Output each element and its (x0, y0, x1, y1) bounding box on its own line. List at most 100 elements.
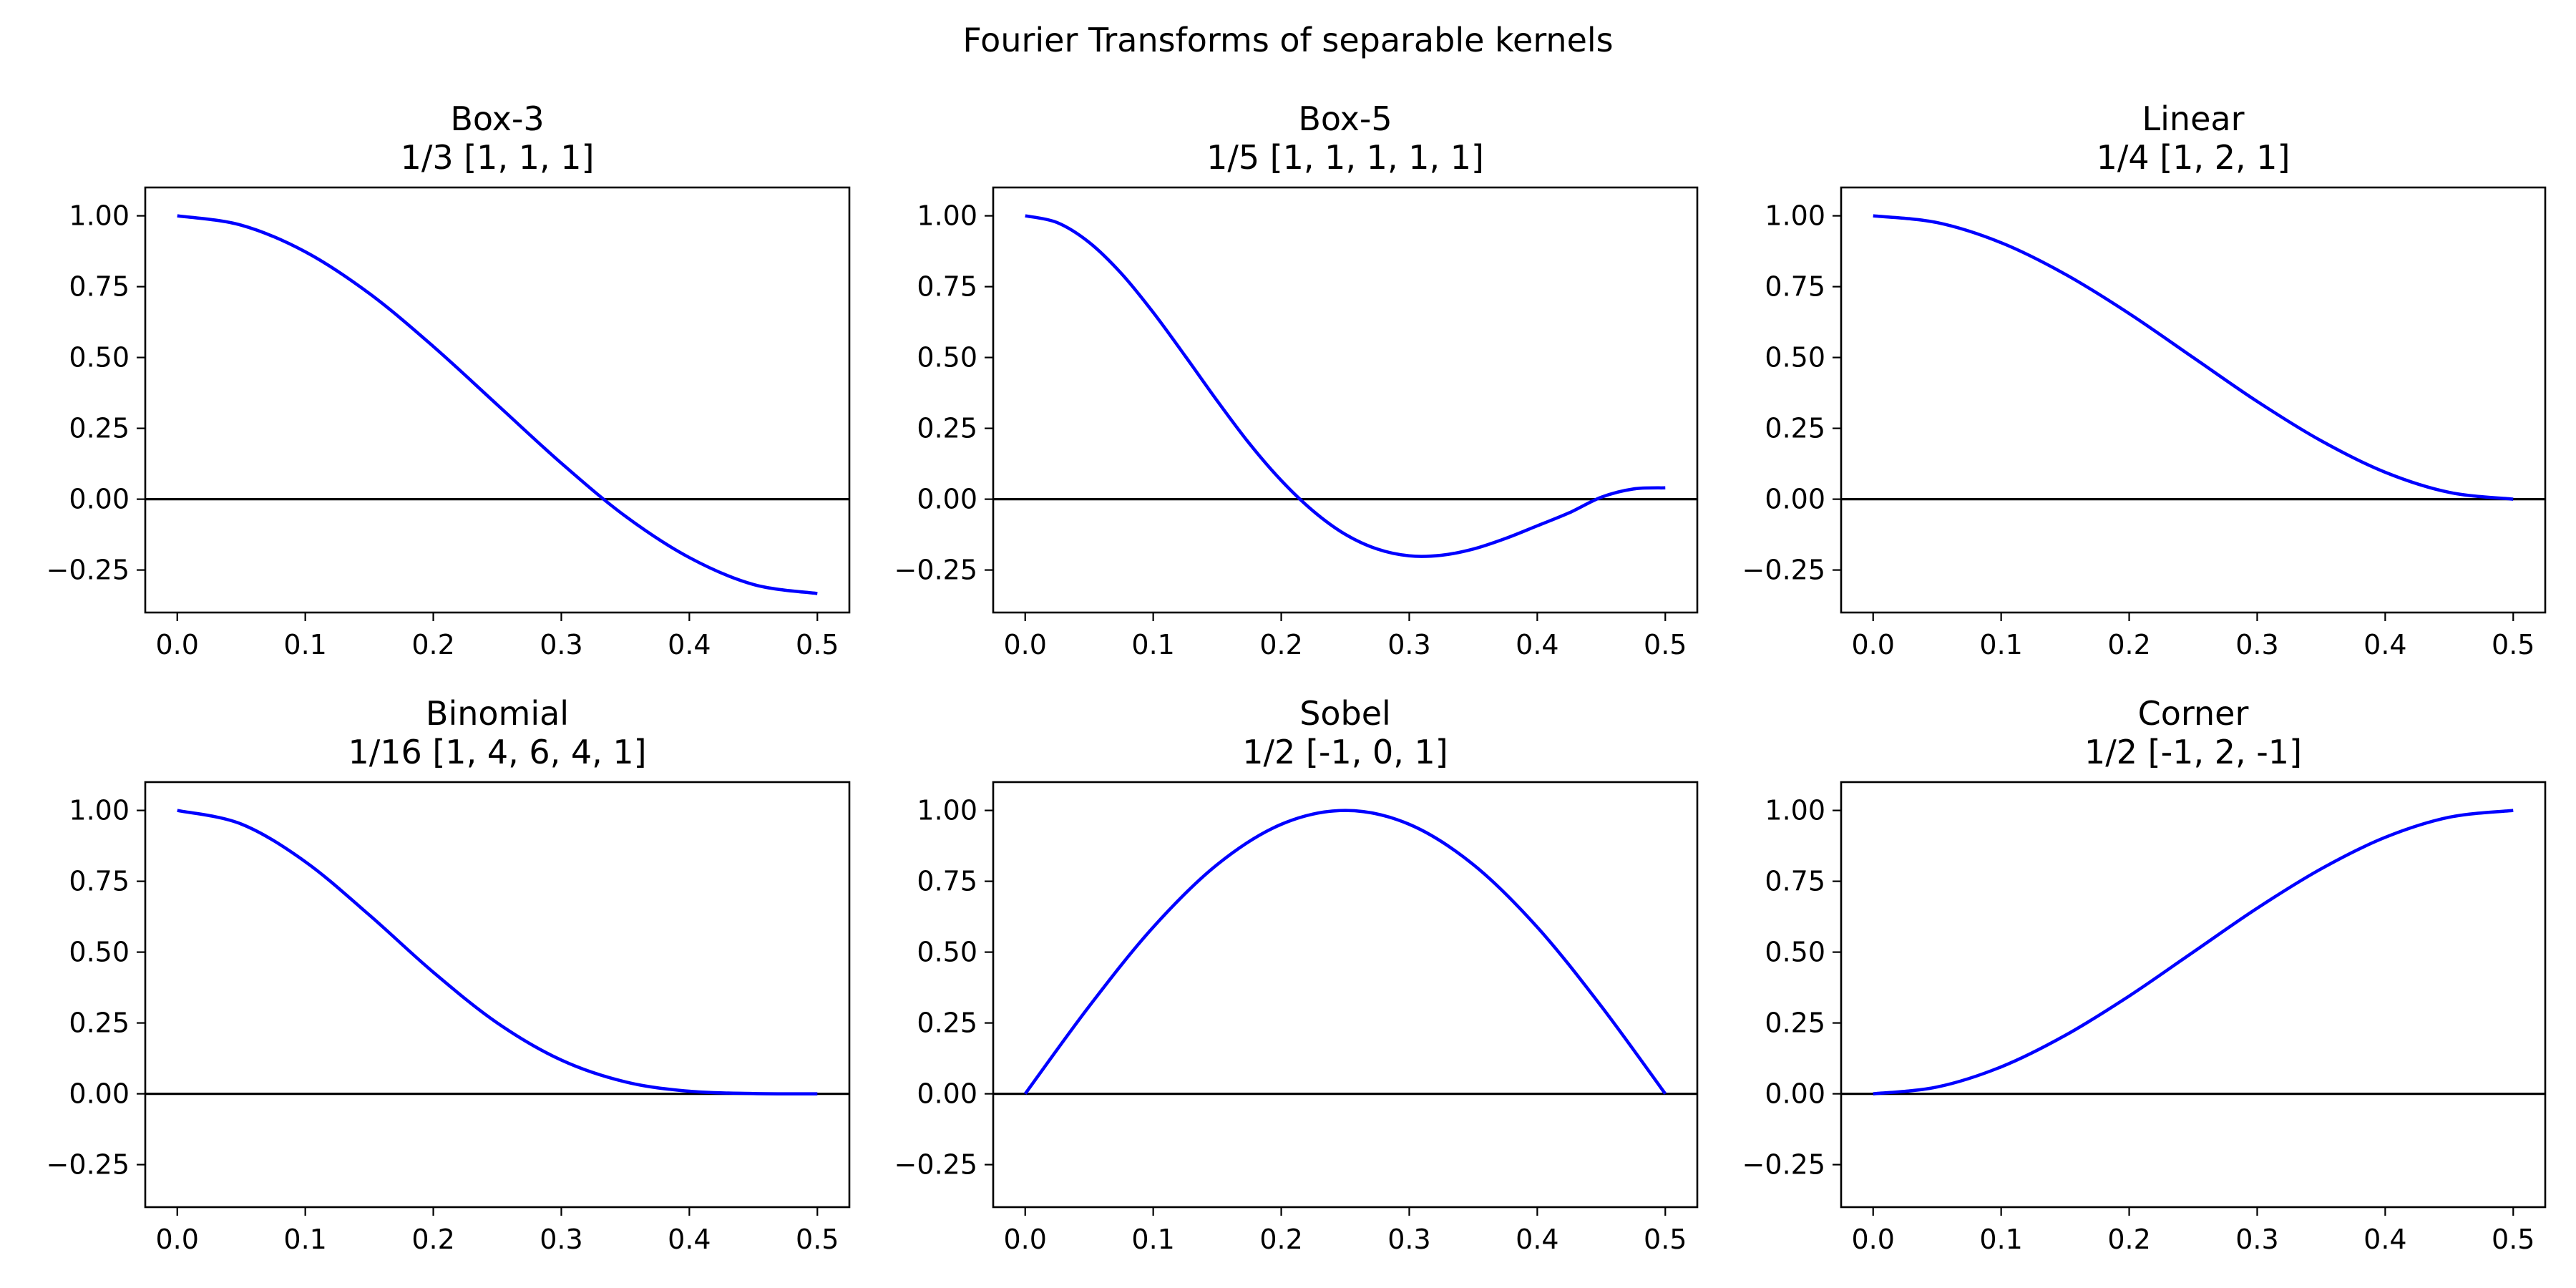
x-tick-label: 0.3 (540, 1224, 582, 1255)
y-tick-label: 1.00 (1765, 795, 1825, 826)
y-tick-label: 0.50 (1765, 342, 1825, 374)
x-tick-label: 0.1 (1131, 629, 1174, 660)
y-tick-label: 0.25 (69, 413, 130, 444)
subplot-subtitle: 1/2 [-1, 2, -1] (2084, 733, 2302, 771)
subplot-title: Corner (2138, 694, 2249, 733)
subplot-subtitle: 1/16 [1, 4, 6, 4, 1] (348, 733, 646, 771)
axes-frame (992, 186, 1699, 614)
y-tick-label: 0.00 (1765, 1078, 1825, 1110)
subplot-subtitle: 1/3 [1, 1, 1] (401, 138, 595, 177)
subplot-subtitle: 1/5 [1, 1, 1, 1, 1] (1206, 138, 1484, 177)
x-tick-label: 0.2 (411, 629, 454, 660)
y-tick-label: 0.00 (917, 484, 977, 515)
y-tick-label: 1.00 (69, 200, 130, 232)
x-tick-label: 0.4 (1516, 629, 1558, 660)
y-tick-label: −0.25 (1742, 1149, 1825, 1181)
axes-frame (1840, 781, 2547, 1209)
y-tick-label: 0.25 (69, 1008, 130, 1039)
x-tick-label: 0.4 (668, 629, 711, 660)
subplot-box-5: Box-51/5 [1, 1, 1, 1, 1] 0.0 0.1 0.2 0.3 0.4 0… (894, 99, 1699, 660)
x-tick-label: 0.0 (156, 629, 199, 660)
subplot-title: Box-5 (1298, 99, 1392, 138)
axes-frame (144, 781, 851, 1209)
x-tick-label: 0.5 (796, 1224, 839, 1255)
subplot-title: Sobel (1299, 694, 1391, 733)
y-tick-label: −0.25 (1742, 555, 1825, 586)
x-tick-label: 0.1 (283, 629, 326, 660)
y-tick-label: 0.25 (1765, 413, 1825, 444)
x-tick-label: 0.5 (1644, 1224, 1687, 1255)
y-tick-label: 0.50 (917, 342, 977, 374)
x-tick-label: 0.5 (2492, 1224, 2534, 1255)
x-tick-label: 0.4 (1516, 1224, 1558, 1255)
x-tick-label: 0.0 (1004, 629, 1047, 660)
y-tick-label: 0.25 (917, 413, 977, 444)
y-tick-label: 0.75 (69, 866, 130, 897)
x-tick-label: 0.3 (540, 629, 582, 660)
y-tick-label: 0.50 (69, 937, 130, 968)
x-tick-label: 0.4 (2363, 629, 2406, 660)
axes-frame (144, 186, 851, 614)
y-tick-label: −0.25 (894, 1149, 977, 1181)
subplot-title: Binomial (426, 694, 569, 733)
y-tick-label: 0.00 (917, 1078, 977, 1110)
x-tick-label: 0.5 (796, 629, 839, 660)
x-tick-label: 0.1 (1131, 1224, 1174, 1255)
x-tick-label: 0.4 (668, 1224, 711, 1255)
y-tick-label: 0.75 (1765, 866, 1825, 897)
y-tick-label: −0.25 (47, 555, 130, 586)
x-tick-label: 0.2 (411, 1224, 454, 1255)
y-tick-label: 1.00 (69, 795, 130, 826)
series-line (1023, 809, 1667, 1095)
y-tick-label: 0.25 (1765, 1008, 1825, 1039)
x-tick-label: 0.1 (1979, 1224, 2022, 1255)
y-tick-label: 1.00 (1765, 200, 1825, 232)
y-tick-label: −0.25 (47, 1149, 130, 1181)
y-tick-label: 0.00 (69, 484, 130, 515)
series-line (1873, 214, 2514, 501)
y-tick-label: 0.50 (917, 937, 977, 968)
series-line (177, 809, 818, 1096)
series-line (177, 214, 818, 595)
y-tick-label: 0.50 (1765, 937, 1825, 968)
subplot-subtitle: 1/4 [1, 2, 1] (2097, 138, 2290, 177)
x-tick-label: 0.0 (156, 1224, 199, 1255)
x-tick-label: 0.2 (1259, 629, 1302, 660)
series-line (1025, 214, 1666, 558)
x-tick-label: 0.5 (2492, 629, 2534, 660)
x-tick-label: 0.1 (1979, 629, 2022, 660)
x-tick-label: 0.1 (283, 1224, 326, 1255)
subplot-title: Box-3 (450, 99, 544, 138)
x-tick-label: 0.2 (1259, 1224, 1302, 1255)
subplot-grid: Box-31/3 [1, 1, 1] 0.0 0.1 0.2 0.3 0.4 0.5 1.00… (47, 99, 2547, 1255)
y-tick-label: 0.00 (69, 1078, 130, 1110)
x-tick-label: 0.4 (2363, 1224, 2406, 1255)
x-tick-label: 0.3 (1387, 1224, 1430, 1255)
x-tick-label: 0.3 (2235, 1224, 2278, 1255)
y-tick-label: 0.50 (69, 342, 130, 374)
y-tick-label: −0.25 (894, 555, 977, 586)
subplot-subtitle: 1/2 [-1, 0, 1] (1242, 733, 1448, 771)
axes-frame (1840, 186, 2547, 614)
x-tick-label: 0.5 (1644, 629, 1687, 660)
y-tick-label: 0.75 (917, 271, 977, 303)
y-tick-label: 0.25 (917, 1008, 977, 1039)
y-tick-label: 1.00 (917, 200, 977, 232)
y-tick-label: 1.00 (917, 795, 977, 826)
x-tick-label: 0.2 (2107, 1224, 2150, 1255)
y-tick-label: 0.75 (917, 866, 977, 897)
figure-title: Fourier Transforms of separable kernels (962, 21, 1613, 59)
x-tick-label: 0.3 (1387, 629, 1430, 660)
x-tick-label: 0.3 (2235, 629, 2278, 660)
subplot-title: Linear (2142, 99, 2245, 138)
axes-frame (992, 781, 1699, 1209)
y-tick-label: 0.75 (69, 271, 130, 303)
y-tick-label: 0.00 (1765, 484, 1825, 515)
x-tick-label: 0.2 (2107, 629, 2150, 660)
